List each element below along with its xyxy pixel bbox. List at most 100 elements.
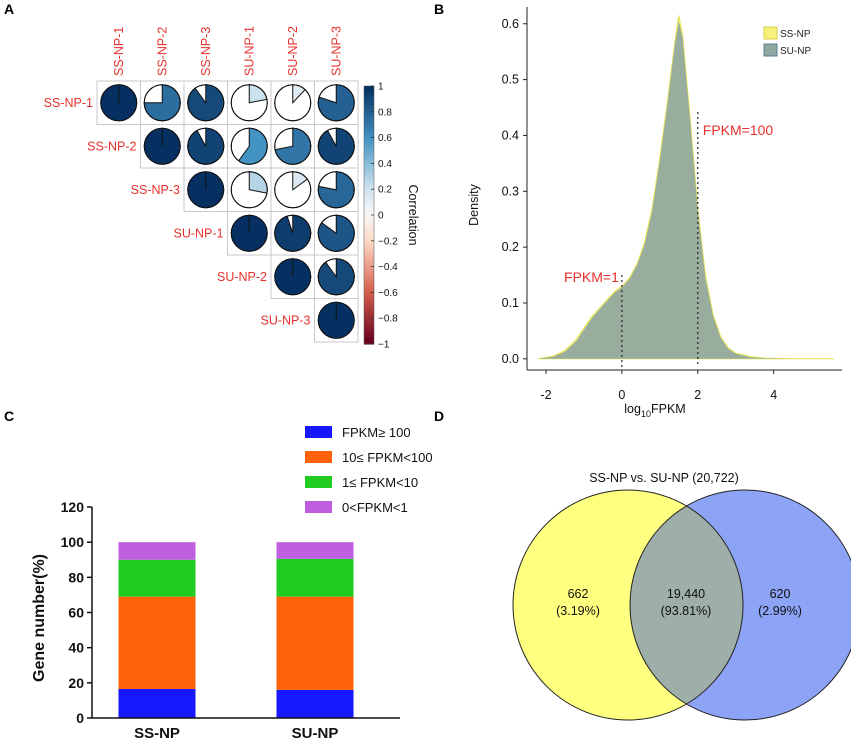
density-y-tick-label: 0.1	[502, 296, 519, 310]
fpkm1-annotation: FPKM=1	[564, 269, 619, 285]
x-title-subscript: 10	[641, 409, 651, 419]
colorbar-segment	[364, 337, 374, 342]
venn-outline-right	[629, 489, 851, 721]
colorbar-segment	[364, 256, 374, 261]
bar-segment	[118, 596, 196, 689]
colorbar-segment	[364, 260, 374, 264]
panel-letter-a: A	[4, 1, 14, 17]
colorbar-segment	[364, 166, 374, 171]
pie-outline	[317, 214, 355, 252]
colorbar-segment	[364, 115, 374, 119]
colorbar-segment	[364, 176, 374, 181]
colorbar-segment	[364, 244, 374, 248]
bar-legend-swatch	[305, 501, 332, 513]
row-label: SS-NP-2	[87, 139, 136, 153]
correlogram-cell	[314, 298, 359, 343]
colorbar-segment	[364, 124, 374, 129]
density-y-tick-label: 0.2	[502, 240, 519, 254]
pie-outline	[274, 214, 312, 252]
pie-outline	[274, 84, 312, 122]
colorbar-segment	[364, 263, 374, 268]
venn-left-percent: (3.19%)	[556, 604, 600, 618]
colorbar-segment	[364, 211, 374, 216]
colorbar-segment	[364, 266, 374, 271]
density-y-tick-label: 0.0	[502, 352, 519, 366]
colorbar-tick-label: 0	[378, 211, 384, 222]
colorbar-segment	[364, 334, 374, 339]
colorbar-segment	[364, 314, 374, 319]
pie-outline	[230, 127, 268, 165]
bar-segment	[276, 558, 354, 597]
colorbar-segment	[364, 95, 374, 100]
pie-outline	[143, 84, 181, 122]
pie-outline	[187, 127, 225, 165]
column-label: SU-NP-3	[329, 26, 343, 76]
column-label: SU-NP-2	[286, 26, 300, 76]
colorbar-segment	[364, 292, 374, 297]
colorbar-segment	[364, 340, 374, 345]
column-label: SS-NP-2	[155, 27, 169, 76]
column-label: SS-NP-1	[112, 27, 126, 76]
panel-letter-c: C	[4, 408, 14, 424]
colorbar-segment	[364, 147, 374, 152]
venn-left-count: 662	[568, 587, 589, 601]
colorbar-segment	[364, 215, 374, 219]
colorbar-segment	[364, 179, 374, 184]
colorbar-segment	[364, 150, 374, 155]
row-label: SS-NP-1	[44, 96, 93, 110]
colorbar-segment	[364, 250, 374, 255]
colorbar-segment	[364, 111, 374, 116]
density-y-tick-label: 0.5	[502, 73, 519, 87]
density-y-tick-label: 0.4	[502, 128, 519, 142]
pie-outline	[274, 171, 312, 209]
colorbar-tick-label: 0.6	[378, 133, 392, 144]
colorbar-segment	[364, 305, 374, 310]
legend-label-su-np: SU-NP	[780, 46, 811, 57]
correlation-correlogram: SS-NP-1 SS-NP-2 SS-NP-3 SU-NP-1 SU-NP-2 SU-NP…	[44, 26, 420, 351]
bar-category-label: SS-NP	[134, 725, 180, 742]
bar-segment	[118, 688, 196, 718]
pie-outline	[230, 171, 268, 209]
bar-segment	[118, 542, 196, 560]
colorbar-segment	[364, 273, 374, 277]
legend-swatch-su-np	[763, 43, 778, 57]
colorbar-segment	[364, 282, 374, 287]
bar-legend: FPKM≥ 100 10≤ FPKM<100 1≤ FPKM<10 0<FPKM<1	[305, 425, 433, 515]
colorbar-tick-label: 0.4	[378, 159, 392, 170]
colorbar-segment	[364, 224, 374, 229]
colorbar-segment	[364, 169, 374, 174]
legend-label-ss-np: SS-NP	[780, 29, 811, 40]
row-label: SU-NP-1	[173, 226, 223, 240]
colorbar-segment	[364, 182, 374, 187]
colorbar-segment	[364, 86, 374, 90]
pie-outline	[274, 127, 312, 165]
colorbar-segment	[364, 189, 374, 194]
fpkm100-annotation: FPKM=100	[703, 122, 774, 138]
colorbar-segment	[364, 308, 374, 313]
colorbar-segment	[364, 140, 374, 145]
colorbar-segment	[364, 144, 374, 148]
bar-segment	[276, 596, 354, 690]
density-x-tick-label: 0	[618, 388, 625, 402]
density-x-axis-title: log10FPKM	[624, 402, 685, 419]
row-label: SU-NP-3	[260, 313, 310, 327]
venn-right-percent: (2.99%)	[758, 604, 802, 618]
bar-segment	[118, 559, 196, 597]
venn-diagram: SS-NP vs. SU-NP (20,722) 662 (3.19%) 19,…	[512, 471, 851, 721]
venn-title: SS-NP vs. SU-NP (20,722)	[589, 471, 739, 485]
density-legend: SS-NP SU-NP	[763, 26, 811, 57]
density-y-axis-title: Density	[467, 183, 481, 225]
colorbar-segment	[364, 127, 374, 132]
colorbar-segment	[364, 121, 374, 126]
colorbar	[363, 85, 375, 345]
colorbar-segment	[364, 202, 374, 206]
colorbar-segment	[364, 237, 374, 242]
colorbar-segment	[364, 311, 374, 316]
colorbar-segment	[364, 285, 374, 290]
colorbar-segment	[364, 331, 374, 335]
colorbar-segment	[364, 321, 374, 326]
density-x-tick-label: 2	[694, 388, 701, 402]
colorbar-segment	[364, 269, 374, 274]
